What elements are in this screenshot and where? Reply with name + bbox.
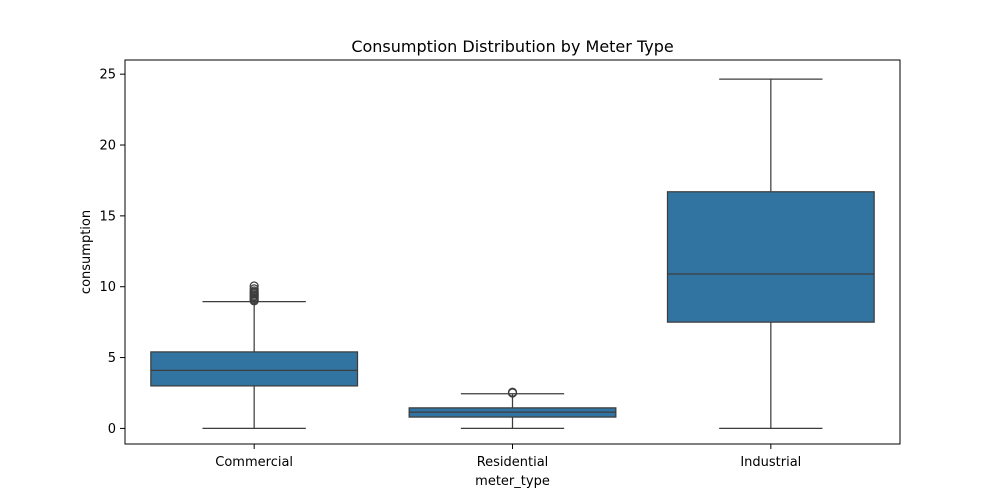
x-tick-label: Commercial [215, 455, 293, 470]
box-group-commercial [150, 281, 359, 430]
x-tick-label: Industrial [740, 455, 801, 470]
iqr-box [150, 351, 359, 387]
y-tick-label: 10 [99, 280, 116, 295]
outlier-point [507, 387, 518, 397]
y-axis: 0 5 10 15 20 25 [99, 68, 125, 437]
outlier-point [249, 284, 259, 294]
y-axis-label: consumption [79, 210, 94, 294]
box-group-industrial [666, 78, 875, 430]
outlier-point [249, 281, 259, 291]
x-axis: Commercial Residential Industrial [215, 444, 801, 470]
plot-area [150, 78, 875, 430]
chart-title: Consumption Distribution by Meter Type [351, 37, 673, 56]
iqr-box [666, 191, 875, 323]
y-tick-label: 20 [99, 139, 116, 154]
x-axis-label: meter_type [475, 474, 550, 489]
y-tick-label: 25 [99, 68, 116, 83]
y-tick-label: 5 [108, 351, 116, 366]
y-tick-label: 15 [99, 209, 116, 224]
x-tick-label: Residential [477, 455, 549, 470]
y-tick-label: 0 [108, 422, 116, 437]
box-group-residential [408, 387, 617, 430]
